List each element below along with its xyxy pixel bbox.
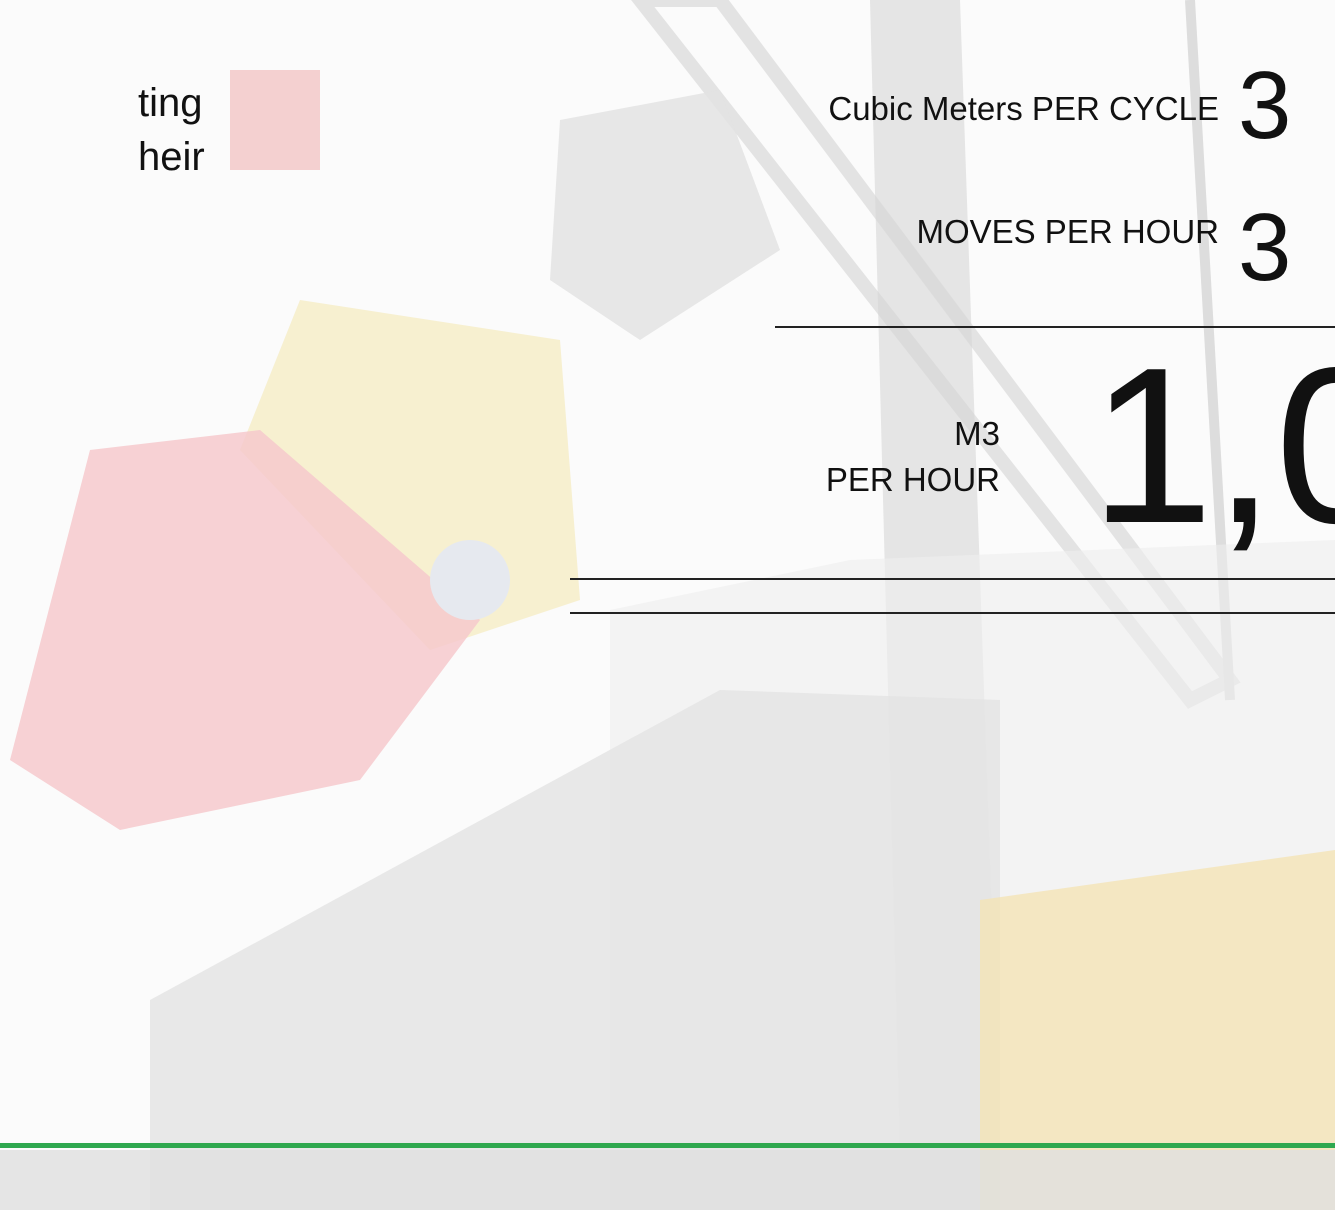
total-value: 1,0 (1090, 335, 1335, 557)
background-photo (0, 0, 1335, 1210)
footer-rule (0, 1143, 1335, 1148)
metric-label: Cubic Meters PER CYCLE (828, 92, 1219, 125)
metric-value: 3 (1238, 200, 1291, 296)
ground (0, 1150, 1335, 1210)
grab-logo (430, 540, 510, 620)
metric-label: MOVES PER HOUR (916, 215, 1219, 248)
intro-text: heir (138, 137, 205, 177)
total-label: PER HOUR (826, 463, 1000, 496)
divider (570, 612, 1335, 614)
total-label: M3 (954, 417, 1000, 450)
slide: ting heir Cubic Meters PER CYCLE 3 MOVES… (0, 0, 1335, 1210)
intro-text: ting (138, 83, 203, 123)
grab-hook (230, 70, 320, 170)
divider (570, 578, 1335, 580)
metric-value: 3 (1238, 58, 1291, 154)
